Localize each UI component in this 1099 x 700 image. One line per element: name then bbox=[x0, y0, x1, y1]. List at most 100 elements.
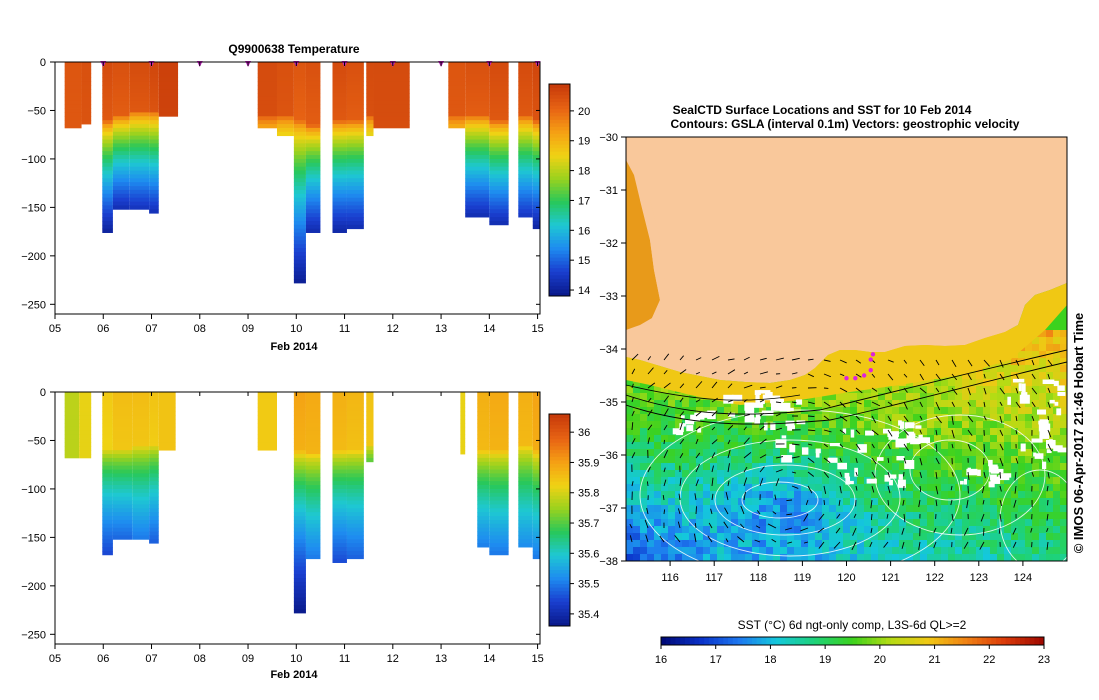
profile-16-cell bbox=[518, 423, 533, 428]
sst-cell bbox=[647, 519, 655, 527]
velocity-arrow bbox=[631, 397, 634, 403]
profile-3-cell bbox=[112, 531, 133, 536]
sst-cell bbox=[1060, 498, 1067, 506]
profile-2-cell bbox=[102, 224, 113, 230]
profile-16-cell bbox=[518, 488, 533, 494]
profile-16-cell bbox=[518, 477, 533, 482]
sst-cell bbox=[633, 449, 641, 457]
profile-7-cell bbox=[257, 395, 277, 401]
velocity-arrow bbox=[1046, 527, 1049, 532]
temperature-title: Q9900638 Temperature bbox=[228, 42, 360, 56]
sst-cell bbox=[759, 484, 767, 492]
sst-cell bbox=[787, 449, 795, 457]
profile-13-cell bbox=[366, 93, 374, 98]
cloud-patch bbox=[866, 478, 877, 484]
velocity-arrow bbox=[775, 385, 783, 389]
colorbar-segment bbox=[866, 637, 873, 645]
profile-16-cell bbox=[518, 438, 533, 443]
profile-10-cell bbox=[305, 193, 321, 199]
y-tick-label: −100 bbox=[21, 484, 46, 496]
profile-8-cell bbox=[276, 81, 294, 86]
colorbar-segment bbox=[795, 637, 801, 645]
sst-cell bbox=[920, 519, 928, 527]
sst-cell bbox=[752, 407, 760, 415]
velocity-arrow bbox=[871, 471, 876, 478]
sst-cell bbox=[780, 477, 788, 485]
sst-cell bbox=[773, 547, 781, 555]
velocity-arrow bbox=[901, 527, 905, 535]
colorbar-segment bbox=[549, 569, 570, 574]
sst-cell bbox=[780, 421, 788, 429]
sst-cell bbox=[864, 386, 872, 394]
velocity-arrow bbox=[679, 397, 684, 403]
profile-5-cell bbox=[149, 158, 159, 164]
sst-cell bbox=[710, 456, 718, 464]
profile-17-cell bbox=[532, 519, 540, 525]
sst-cell bbox=[962, 484, 970, 492]
colorbar-segment bbox=[953, 637, 959, 645]
profile-9-cell bbox=[293, 220, 306, 226]
sst-cell bbox=[836, 484, 844, 492]
sst-cell bbox=[633, 505, 641, 513]
sst-cell bbox=[731, 407, 739, 415]
profile-12-cell bbox=[366, 399, 374, 405]
sst-cell bbox=[983, 554, 991, 561]
sst-cell bbox=[689, 498, 697, 506]
profile-1-cell bbox=[81, 73, 92, 78]
sst-cell bbox=[731, 435, 739, 443]
sst-cell bbox=[752, 533, 760, 541]
profile-4-cell bbox=[132, 492, 150, 498]
cloud-patch bbox=[1018, 383, 1022, 392]
cloud-patch bbox=[694, 412, 705, 420]
velocity-arrow bbox=[803, 513, 809, 522]
velocity-arrow bbox=[711, 452, 716, 459]
profile-14-cell bbox=[373, 69, 410, 75]
profile-16-cell bbox=[518, 516, 533, 521]
velocity-arrow bbox=[1015, 387, 1019, 394]
cloud-patch bbox=[744, 416, 755, 423]
sst-cell bbox=[990, 491, 998, 499]
sst-cell bbox=[1025, 379, 1033, 387]
sst-cell bbox=[871, 421, 879, 429]
sst-cell bbox=[773, 428, 781, 436]
profile-11-cell bbox=[332, 135, 347, 140]
profile-11-cell bbox=[332, 69, 347, 75]
sst-cell bbox=[654, 449, 662, 457]
profile-5-cell bbox=[149, 423, 159, 428]
colorbar-tick-label: 20 bbox=[874, 654, 886, 666]
velocity-arrow bbox=[755, 525, 761, 529]
colorbar-segment bbox=[967, 637, 973, 645]
sst-cell bbox=[885, 407, 893, 415]
velocity-arrow bbox=[1031, 415, 1035, 421]
profile-8-cell bbox=[293, 446, 306, 451]
colorbar-segment bbox=[549, 544, 570, 549]
sst-cell bbox=[689, 442, 697, 450]
sst-cell bbox=[927, 498, 935, 506]
sst-cell bbox=[948, 449, 956, 457]
profile-16-cell bbox=[465, 209, 490, 214]
profile-2-cell bbox=[102, 147, 113, 152]
velocity-arrow bbox=[887, 499, 889, 506]
colorbar-segment bbox=[549, 523, 570, 528]
gsla-contours bbox=[626, 349, 1067, 561]
profile-10-cell bbox=[305, 124, 321, 129]
velocity-arrow bbox=[695, 411, 702, 417]
profile-17-cell bbox=[489, 124, 509, 129]
velocity-arrow bbox=[839, 429, 846, 434]
sst-cell bbox=[941, 512, 949, 520]
sst-cell bbox=[1053, 344, 1061, 352]
profile-9-cell bbox=[293, 244, 306, 249]
sst-cell bbox=[647, 442, 655, 450]
sst-cell bbox=[906, 547, 914, 555]
sst-cell bbox=[948, 393, 956, 401]
profile-0-cell bbox=[64, 104, 82, 109]
sst-cell bbox=[759, 470, 767, 478]
sst-cell bbox=[675, 533, 683, 541]
sst-cell bbox=[661, 428, 669, 436]
profile-11-cell bbox=[346, 465, 364, 470]
y-tick-label: −50 bbox=[27, 105, 46, 117]
sst-cell bbox=[815, 400, 823, 408]
sst-cell bbox=[892, 407, 900, 415]
profile-0-cell bbox=[64, 399, 80, 405]
profile-3-cell bbox=[112, 411, 133, 416]
